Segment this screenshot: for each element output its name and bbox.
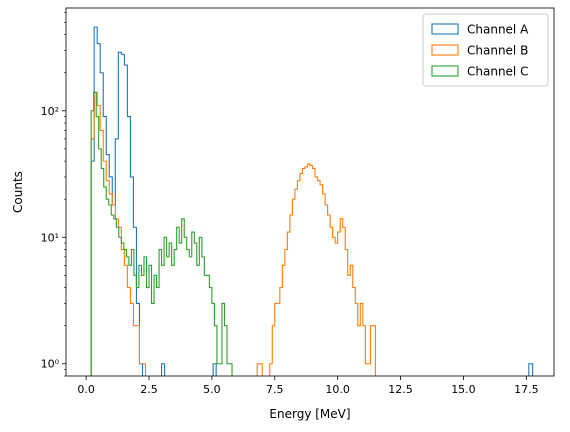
legend-swatch bbox=[431, 23, 459, 35]
histogram-step bbox=[161, 363, 166, 376]
histogram-step bbox=[528, 363, 534, 376]
y-tick-label: 10⁰ bbox=[41, 358, 60, 371]
x-tick-label: 15.0 bbox=[451, 383, 476, 396]
y-axis-label: Counts bbox=[11, 171, 25, 213]
legend-label: Channel C bbox=[467, 65, 528, 79]
legend-label: Channel A bbox=[467, 23, 529, 37]
series-layer bbox=[90, 26, 534, 376]
x-axis-ticks: 0.0 2.5 5.0 7.5 10.0 12.5 15.0 17.5 bbox=[77, 376, 539, 396]
series-channel-c bbox=[90, 91, 233, 376]
x-tick-label: 10.0 bbox=[325, 383, 350, 396]
legend-swatch bbox=[431, 65, 459, 77]
histogram-step bbox=[269, 163, 376, 376]
x-tick-label: 12.5 bbox=[388, 383, 413, 396]
y-tick-label: 10² bbox=[41, 105, 59, 118]
histogram-step bbox=[212, 363, 217, 376]
series-channel-b bbox=[90, 91, 376, 376]
y-tick-label: 10¹ bbox=[41, 231, 59, 244]
x-tick-label: 7.5 bbox=[266, 383, 284, 396]
x-axis-label: Energy [MeV] bbox=[269, 407, 350, 421]
axes-frame bbox=[65, 7, 555, 377]
legend-label: Channel B bbox=[467, 44, 528, 58]
y-axis-ticks: 10⁰ 10¹ 10² bbox=[41, 12, 66, 377]
legend-box bbox=[422, 13, 549, 87]
histogram-step bbox=[90, 91, 233, 376]
legend-swatch bbox=[431, 44, 459, 56]
legend: Channel A Channel B Channel C bbox=[422, 13, 549, 87]
x-tick-label: 5.0 bbox=[203, 383, 221, 396]
series-channel-a bbox=[90, 26, 534, 376]
x-tick-label: 2.5 bbox=[140, 383, 158, 396]
histogram-step bbox=[256, 363, 263, 376]
x-tick-label: 0.0 bbox=[77, 383, 95, 396]
x-tick-label: 17.5 bbox=[514, 383, 539, 396]
histogram-step bbox=[90, 26, 144, 376]
